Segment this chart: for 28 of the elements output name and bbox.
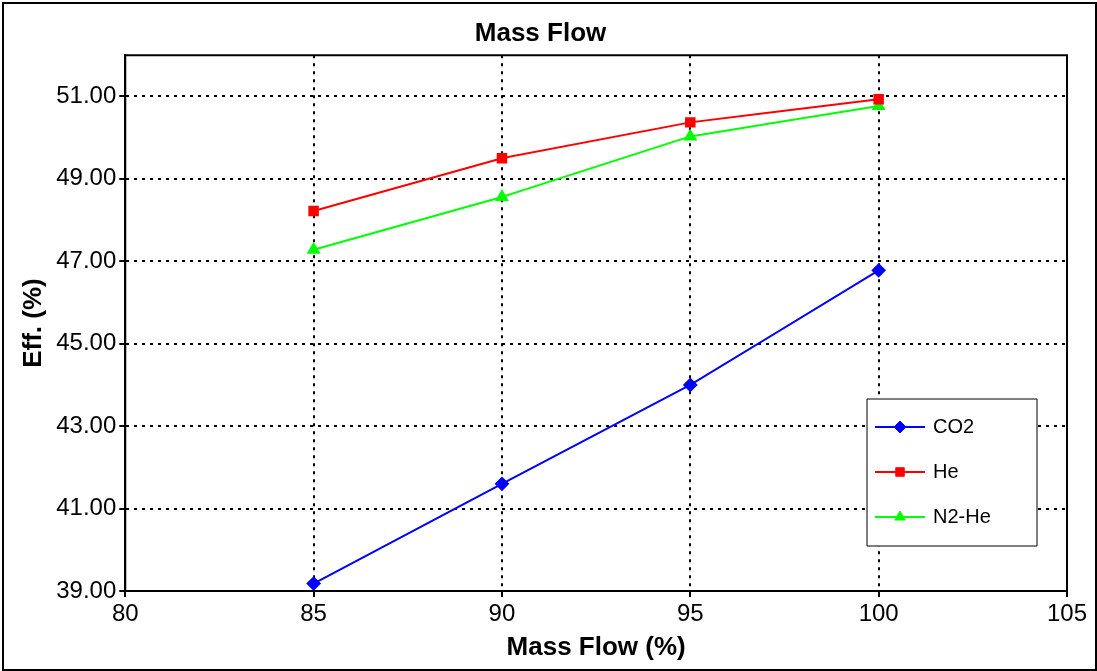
x-tick-label: 95: [676, 599, 704, 627]
y-tick-label: 43.00: [56, 410, 117, 438]
point: [873, 94, 884, 105]
y-tick-label: 41.00: [56, 493, 117, 521]
point: [495, 189, 509, 201]
y-tick-label: 49.00: [56, 163, 117, 191]
legend-label: CO2: [933, 414, 975, 437]
y-tick-label: 47.00: [56, 245, 117, 273]
x-tick-label: 100: [858, 599, 899, 627]
legend-label: He: [933, 459, 959, 482]
point: [306, 576, 321, 591]
y-axis-title: Eff. (%): [16, 278, 47, 368]
legend-label: N2-He: [933, 504, 991, 527]
point: [496, 153, 508, 164]
point: [685, 117, 696, 128]
point: [308, 205, 319, 217]
point: [684, 129, 697, 141]
x-tick-label: 85: [300, 599, 327, 627]
y-tick-label: 45.00: [56, 328, 117, 356]
point: [683, 377, 698, 392]
x-tick-label: 90: [488, 599, 516, 627]
y-tick-label: 51.00: [56, 81, 117, 109]
chart-title: Mass Flow: [474, 16, 608, 47]
point: [307, 242, 320, 254]
point: [494, 476, 509, 491]
point: [871, 263, 886, 278]
x-tick-label: 105: [1046, 599, 1088, 627]
x-axis-title: Mass Flow (%): [506, 630, 686, 661]
